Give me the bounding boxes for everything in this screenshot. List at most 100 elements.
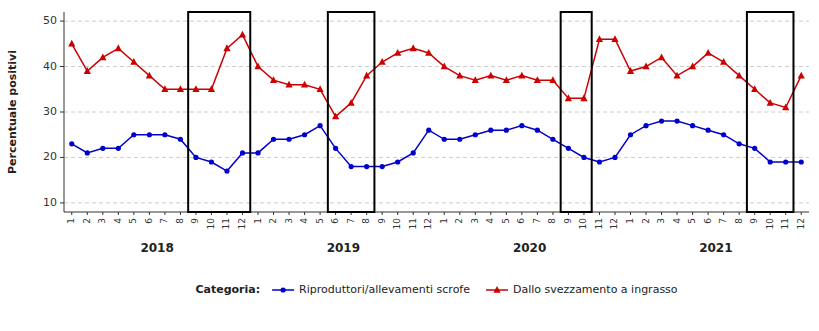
point-marker: [566, 146, 571, 151]
highlight-box: [747, 12, 794, 212]
point-marker: [706, 128, 711, 133]
legend-title: Categoria:: [195, 283, 260, 296]
point-marker: [442, 137, 447, 142]
point-marker: [518, 72, 525, 79]
point-marker: [301, 81, 308, 88]
x-tick-label: 2: [268, 218, 278, 224]
x-tick-label: 12: [609, 218, 619, 229]
point-marker: [549, 76, 556, 83]
x-tick: [599, 212, 600, 215]
point-marker: [752, 146, 757, 151]
point-marker: [364, 164, 369, 169]
highlight-box: [188, 12, 250, 212]
point-marker: [441, 63, 448, 70]
x-tick-label: 8: [547, 218, 557, 224]
point-marker: [456, 72, 463, 79]
point-marker: [737, 141, 742, 146]
point-marker: [720, 58, 727, 65]
point-marker: [224, 168, 229, 173]
x-tick: [87, 212, 88, 215]
x-tick-label: 10: [578, 218, 588, 230]
x-tick: [273, 212, 274, 215]
point-marker: [115, 44, 122, 51]
point-marker: [425, 49, 432, 56]
point-marker: [751, 85, 758, 92]
point-marker: [285, 81, 292, 88]
point-marker: [116, 146, 121, 151]
point-marker: [519, 123, 524, 128]
point-marker: [162, 132, 167, 137]
x-tick-label: 3: [284, 218, 294, 224]
point-marker: [85, 150, 90, 155]
x-tick-label: 3: [656, 218, 666, 224]
point-marker: [286, 137, 291, 142]
point-marker: [799, 159, 804, 164]
x-tick-label: 9: [190, 218, 200, 224]
point-marker: [410, 44, 417, 51]
point-marker: [302, 132, 307, 137]
x-tick: [102, 212, 103, 215]
x-tick-label: 6: [330, 218, 340, 224]
x-tick-label: 5: [501, 218, 511, 224]
year-label: 2019: [327, 241, 360, 255]
x-tick-label: 1: [625, 218, 635, 224]
grid-line: [64, 202, 809, 203]
y-tick: [60, 157, 64, 158]
x-tick: [164, 212, 165, 215]
x-tick-label: 11: [594, 218, 604, 229]
x-tick-label: 2: [454, 218, 464, 224]
x-tick-label: 4: [299, 218, 309, 224]
x-tick-label: 6: [516, 218, 526, 224]
x-tick-label: 7: [718, 218, 728, 224]
point-marker: [628, 132, 633, 137]
x-tick: [490, 212, 491, 215]
year-label: 2021: [699, 241, 732, 255]
point-marker: [147, 132, 152, 137]
x-tick-label: 11: [221, 218, 231, 229]
point-marker: [472, 76, 479, 83]
point-marker: [658, 53, 665, 60]
x-tick-label: 1: [66, 218, 76, 224]
x-tick-label: 8: [175, 218, 185, 224]
point-marker: [550, 137, 555, 142]
legend-label: Riproduttori/allevamenti scrofe: [299, 283, 470, 296]
point-marker: [767, 99, 774, 106]
y-tick: [60, 202, 64, 203]
x-tick: [646, 212, 647, 215]
point-marker: [177, 85, 184, 92]
x-tick: [118, 212, 119, 215]
x-tick: [71, 212, 72, 215]
point-marker: [178, 137, 183, 142]
y-tick-label: 40: [43, 60, 57, 73]
point-marker: [100, 146, 105, 151]
x-tick-label: 6: [703, 218, 713, 224]
grid-line: [64, 66, 809, 67]
point-marker: [721, 132, 726, 137]
point-marker: [612, 155, 617, 160]
x-tick-label: 12: [237, 218, 247, 229]
point-marker: [535, 128, 540, 133]
point-marker: [565, 94, 572, 101]
point-marker: [161, 85, 168, 92]
point-marker: [643, 123, 648, 128]
x-tick-label: 7: [346, 218, 356, 224]
x-tick: [739, 212, 740, 215]
x-tick-label: 8: [361, 218, 371, 224]
point-marker: [349, 164, 354, 169]
x-tick: [444, 212, 445, 215]
x-tick-label: 7: [532, 218, 542, 224]
chart: 1020304050Percentuale positivi1234567891…: [0, 0, 819, 331]
point-marker: [488, 128, 493, 133]
x-tick: [692, 212, 693, 215]
grid-line: [64, 112, 809, 113]
series-line: [72, 121, 801, 171]
x-tick-label: 8: [734, 218, 744, 224]
point-marker: [84, 67, 91, 74]
point-marker: [596, 35, 603, 42]
point-marker: [473, 132, 478, 137]
x-tick-label: 12: [796, 218, 806, 229]
x-tick: [677, 212, 678, 215]
x-tick-label: 12: [423, 218, 433, 229]
y-axis-line: [64, 12, 65, 212]
x-tick: [320, 212, 321, 215]
